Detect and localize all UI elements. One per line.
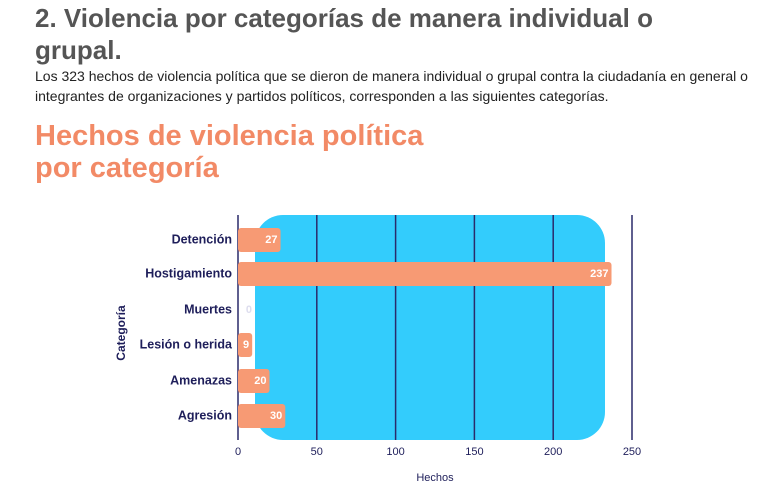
data-label: 9 [243, 339, 249, 351]
bar [238, 333, 253, 357]
y-tick-label: Lesión o herida [140, 337, 233, 351]
x-axis-label: Hechos [416, 472, 454, 482]
data-label: 27 [265, 234, 277, 246]
y-tick-label: Muertes [184, 302, 232, 316]
x-tick-label: 200 [544, 446, 562, 458]
paragraph: Los 323 hechos de violencia política que… [35, 68, 748, 104]
chart-title: Hechos de violencia política por categor… [35, 120, 424, 184]
y-tick-label: Agresión [178, 408, 232, 422]
data-label: 20 [254, 375, 266, 387]
y-axis-label: Categoría [114, 305, 128, 361]
x-tick-label: 50 [311, 446, 323, 458]
x-tick-label: 150 [465, 446, 483, 458]
data-label: 30 [270, 410, 282, 422]
bar [238, 369, 270, 393]
y-tick-label: Amenazas [170, 373, 232, 387]
section-title: 2. Violencia por categorías de manera in… [35, 3, 653, 65]
x-tick-label: 250 [623, 446, 641, 458]
x-tick-label: 100 [386, 446, 404, 458]
y-tick-label: Detención [172, 232, 232, 246]
bar [238, 262, 612, 286]
bar [238, 404, 286, 428]
data-label: 0 [246, 304, 252, 316]
bar [238, 228, 281, 252]
x-tick-label: 0 [235, 446, 241, 458]
y-tick-label: Hostigamiento [145, 266, 232, 280]
data-label: 237 [590, 268, 608, 280]
